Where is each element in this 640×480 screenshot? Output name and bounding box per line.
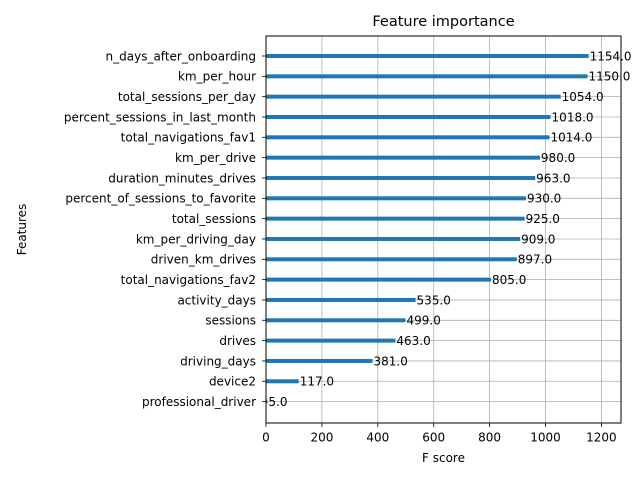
bar-value-label: 805.0 xyxy=(492,273,526,287)
bar-value-label: 1018.0 xyxy=(552,110,594,124)
bar xyxy=(266,155,540,160)
bar xyxy=(266,74,588,79)
x-tick-label: 0 xyxy=(262,431,270,445)
bar xyxy=(266,358,373,363)
x-tick-label: 400 xyxy=(366,431,389,445)
y-tick-label: activity_days xyxy=(177,293,256,307)
bar xyxy=(266,297,416,302)
bar-value-label: 5.0 xyxy=(268,395,287,409)
bar xyxy=(266,277,492,282)
y-tick-label: total_sessions xyxy=(172,212,256,226)
y-tick-label: drives xyxy=(219,334,256,348)
y-tick-label: percent_of_sessions_to_favorite xyxy=(65,192,256,206)
x-tick-label: 800 xyxy=(478,431,501,445)
y-tick-label: km_per_driving_day xyxy=(136,232,256,246)
bar xyxy=(266,399,268,404)
y-tick-label: total_navigations_fav1 xyxy=(121,131,256,145)
y-tick-label: professional_driver xyxy=(142,395,256,409)
value-labels: 1154.0 1150.0 1054.0 1018.0 1014.0 980.0 963.0… xyxy=(268,49,631,409)
y-tick-label: sessions xyxy=(205,314,256,328)
bar xyxy=(266,236,521,241)
x-tick-label: 600 xyxy=(422,431,445,445)
bar-value-label: 117.0 xyxy=(300,375,334,389)
bar-value-label: 1054.0 xyxy=(562,90,604,104)
y-tick-label: driving_days xyxy=(180,354,256,368)
x-tick-label: 1200 xyxy=(586,431,617,445)
bar-value-label: 535.0 xyxy=(417,293,451,307)
y-axis-ticks: n_days_after_onboarding km_per_hour total_… xyxy=(64,49,266,409)
x-tick-label: 1000 xyxy=(530,431,561,445)
y-tick-label: duration_minutes_drives xyxy=(108,171,256,185)
y-tick-label: km_per_hour xyxy=(178,70,256,84)
bar-value-label: 897.0 xyxy=(518,253,552,267)
y-tick-label: n_days_after_onboarding xyxy=(106,49,256,63)
x-axis-label: F score xyxy=(422,451,465,465)
y-tick-label: device2 xyxy=(209,375,256,389)
bar-value-label: 980.0 xyxy=(541,151,575,165)
bar-value-label: 909.0 xyxy=(521,232,555,246)
y-tick-label: km_per_drive xyxy=(175,151,256,165)
bar xyxy=(266,114,551,119)
bar-value-label: 1014.0 xyxy=(550,131,592,145)
bars xyxy=(266,54,589,404)
y-tick-label: percent_sessions_in_last_month xyxy=(64,110,256,124)
bar-value-label: 1150.0 xyxy=(588,70,630,84)
bar-value-label: 381.0 xyxy=(374,354,408,368)
plot-frame xyxy=(265,35,622,424)
bar xyxy=(266,257,517,262)
bar-value-label: 1154.0 xyxy=(590,49,632,63)
bar xyxy=(266,54,589,58)
bar xyxy=(266,318,406,323)
bar xyxy=(266,196,526,201)
y-tick-label: total_navigations_fav2 xyxy=(121,273,256,287)
x-axis-ticks: 0 200 400 600 800 1000 1200 xyxy=(262,423,617,445)
bar-value-label: 963.0 xyxy=(536,171,570,185)
x-tick-label: 200 xyxy=(310,431,333,445)
bar xyxy=(266,338,396,343)
bar-value-label: 925.0 xyxy=(526,212,560,226)
bar xyxy=(266,94,561,99)
bar-value-label: 463.0 xyxy=(396,334,430,348)
chart-title: Feature importance xyxy=(372,14,514,30)
y-axis-label: Features xyxy=(15,204,29,256)
bar xyxy=(266,135,550,140)
bar xyxy=(266,216,525,221)
bar-value-label: 930.0 xyxy=(527,192,561,206)
bar xyxy=(266,175,536,180)
y-tick-label: driven_km_drives xyxy=(151,253,256,267)
bar xyxy=(266,379,299,384)
y-tick-label: total_sessions_per_day xyxy=(118,90,256,104)
bar-value-label: 499.0 xyxy=(406,314,440,328)
